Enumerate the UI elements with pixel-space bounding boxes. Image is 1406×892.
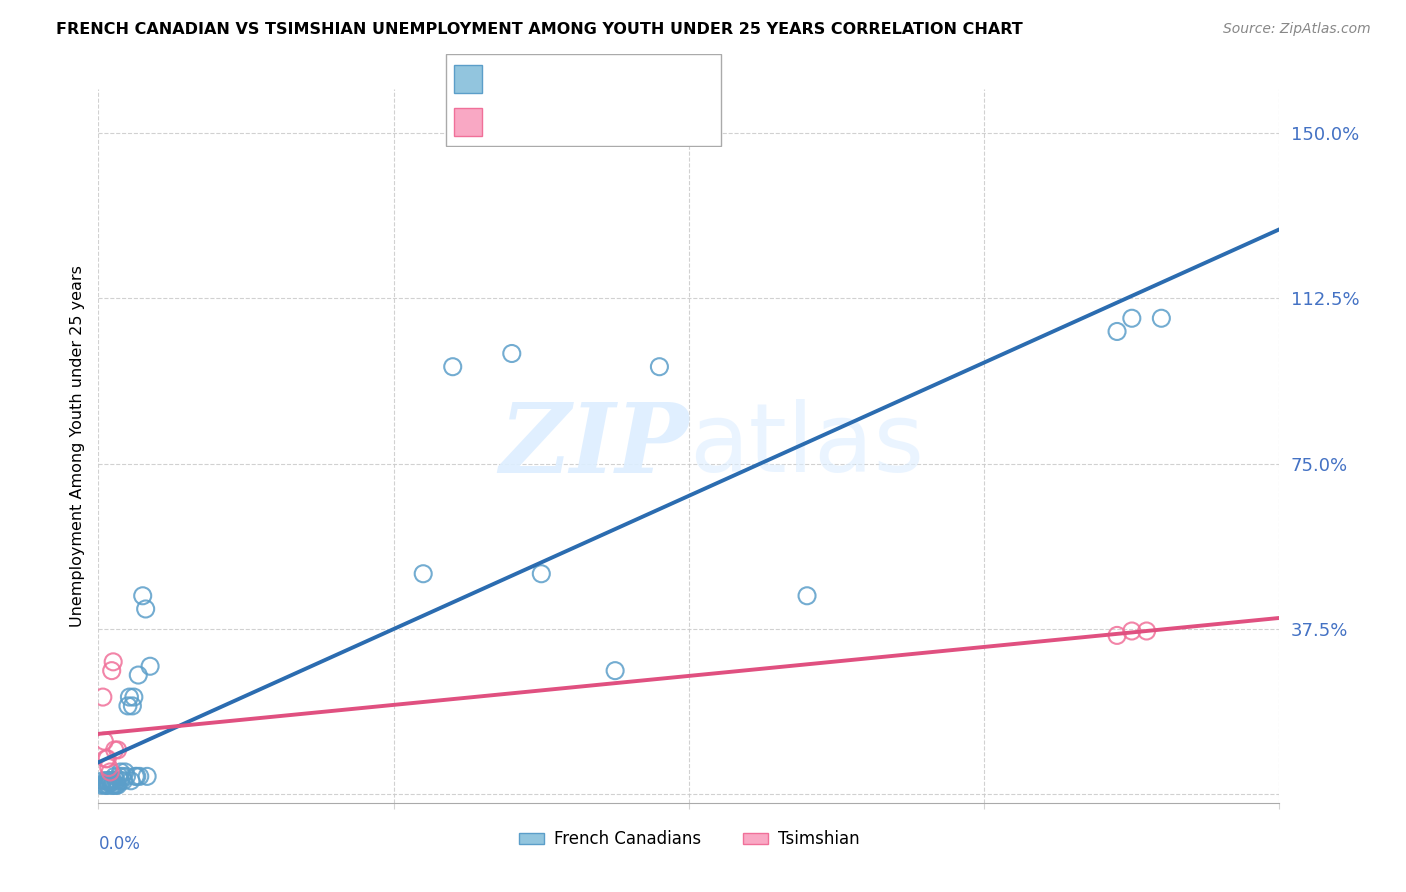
Point — [104, 778, 127, 792]
Text: 0.0%: 0.0% — [98, 835, 141, 853]
Point — [114, 764, 136, 779]
Point — [1150, 311, 1173, 326]
Point — [105, 773, 128, 788]
Point — [97, 773, 120, 788]
Point — [103, 655, 125, 669]
Point — [111, 769, 134, 783]
Point — [96, 752, 118, 766]
Point — [91, 773, 114, 788]
Point — [107, 778, 129, 792]
Point — [441, 359, 464, 374]
Point — [110, 764, 132, 779]
Point — [1121, 311, 1143, 326]
Legend: French Canadians, Tsimshian: French Canadians, Tsimshian — [512, 824, 866, 855]
Point — [1107, 325, 1129, 339]
Text: R =: R = — [494, 112, 533, 130]
Point — [117, 698, 139, 713]
Text: 0.310: 0.310 — [538, 112, 595, 130]
Text: N =: N = — [606, 112, 645, 130]
Text: 13: 13 — [645, 112, 671, 130]
Point — [108, 769, 131, 783]
FancyBboxPatch shape — [454, 108, 482, 136]
Point — [100, 778, 122, 792]
Point — [91, 690, 114, 704]
Point — [122, 690, 145, 704]
Text: 50: 50 — [645, 70, 671, 87]
Text: N =: N = — [606, 70, 645, 87]
Point — [93, 778, 115, 792]
Point — [124, 769, 146, 783]
Point — [94, 778, 117, 792]
Point — [100, 664, 122, 678]
Point — [103, 778, 125, 792]
Point — [104, 769, 127, 783]
Text: Source: ZipAtlas.com: Source: ZipAtlas.com — [1223, 22, 1371, 37]
Point — [103, 773, 125, 788]
Point — [98, 773, 121, 788]
Point — [136, 769, 159, 783]
Point — [127, 668, 149, 682]
Point — [97, 760, 120, 774]
Point — [530, 566, 553, 581]
Point — [90, 778, 112, 792]
Point — [94, 773, 117, 788]
Point — [412, 566, 434, 581]
Point — [98, 764, 121, 779]
Point — [115, 769, 138, 783]
Point — [93, 734, 115, 748]
Point — [105, 778, 128, 792]
Point — [104, 743, 127, 757]
Text: atlas: atlas — [689, 400, 924, 492]
Point — [97, 778, 120, 792]
Y-axis label: Unemployment Among Youth under 25 years: Unemployment Among Youth under 25 years — [69, 265, 84, 627]
Point — [796, 589, 818, 603]
Point — [1107, 628, 1129, 642]
Point — [94, 752, 117, 766]
Point — [121, 698, 143, 713]
Point — [100, 773, 122, 788]
Point — [648, 359, 671, 374]
Point — [98, 773, 121, 788]
Point — [128, 769, 150, 783]
Text: R =: R = — [494, 70, 533, 87]
Text: FRENCH CANADIAN VS TSIMSHIAN UNEMPLOYMENT AMONG YOUTH UNDER 25 YEARS CORRELATION: FRENCH CANADIAN VS TSIMSHIAN UNEMPLOYMEN… — [56, 22, 1024, 37]
Point — [120, 773, 142, 788]
Point — [110, 773, 132, 788]
Point — [135, 602, 157, 616]
Point — [125, 769, 148, 783]
Point — [1136, 624, 1159, 638]
FancyBboxPatch shape — [454, 65, 482, 93]
Text: ZIP: ZIP — [499, 399, 689, 493]
Text: 0.703: 0.703 — [538, 70, 595, 87]
Point — [112, 773, 135, 788]
Point — [96, 773, 118, 788]
Point — [107, 743, 129, 757]
Point — [118, 690, 141, 704]
Point — [139, 659, 162, 673]
Point — [1121, 624, 1143, 638]
Point — [96, 778, 118, 792]
Point — [501, 346, 523, 360]
FancyBboxPatch shape — [446, 54, 721, 146]
Point — [132, 589, 155, 603]
Point — [605, 664, 627, 678]
